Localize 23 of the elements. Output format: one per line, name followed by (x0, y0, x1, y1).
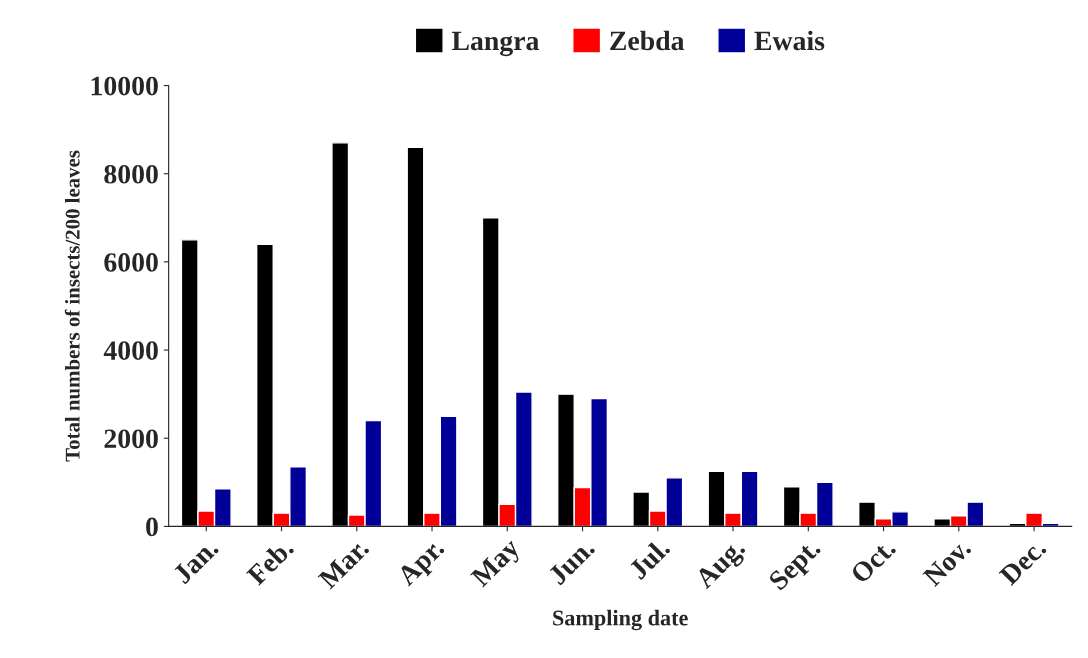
y-tick-label: 10000 (91, 76, 158, 96)
x-tick-label: Feb. (245, 536, 295, 587)
x-tick-label: Apr. (395, 537, 449, 591)
x-tick-label: Sept. (767, 537, 826, 595)
legend-label: Ewais (754, 30, 825, 51)
y-tick-label: 6000 (104, 253, 158, 272)
y-axis-title: Total numbers of insects/200 leaves (64, 150, 80, 462)
x-tick-label: Jan. (172, 537, 220, 585)
x-tick-label: Jun. (547, 537, 596, 586)
legend-label: Zebda (610, 30, 685, 51)
x-tick-label: Jul. (627, 536, 671, 581)
y-tick-label: 2000 (104, 429, 158, 449)
x-tick-label: Nov. (922, 537, 972, 588)
y-tick-label: 8000 (104, 164, 158, 184)
x-tick-label: Mar. (317, 537, 370, 590)
x-tick-label: Dec. (998, 537, 1048, 587)
x-tick-label: Aug. (693, 537, 750, 594)
x-tick-label: May (470, 537, 525, 592)
y-tick-label: 0 (146, 517, 158, 537)
y-tick-label: 4000 (103, 341, 158, 360)
legend-label: Langra (451, 31, 540, 57)
x-tick-label: Oct. (849, 537, 897, 585)
x-axis-title: Sampling date (553, 609, 688, 631)
